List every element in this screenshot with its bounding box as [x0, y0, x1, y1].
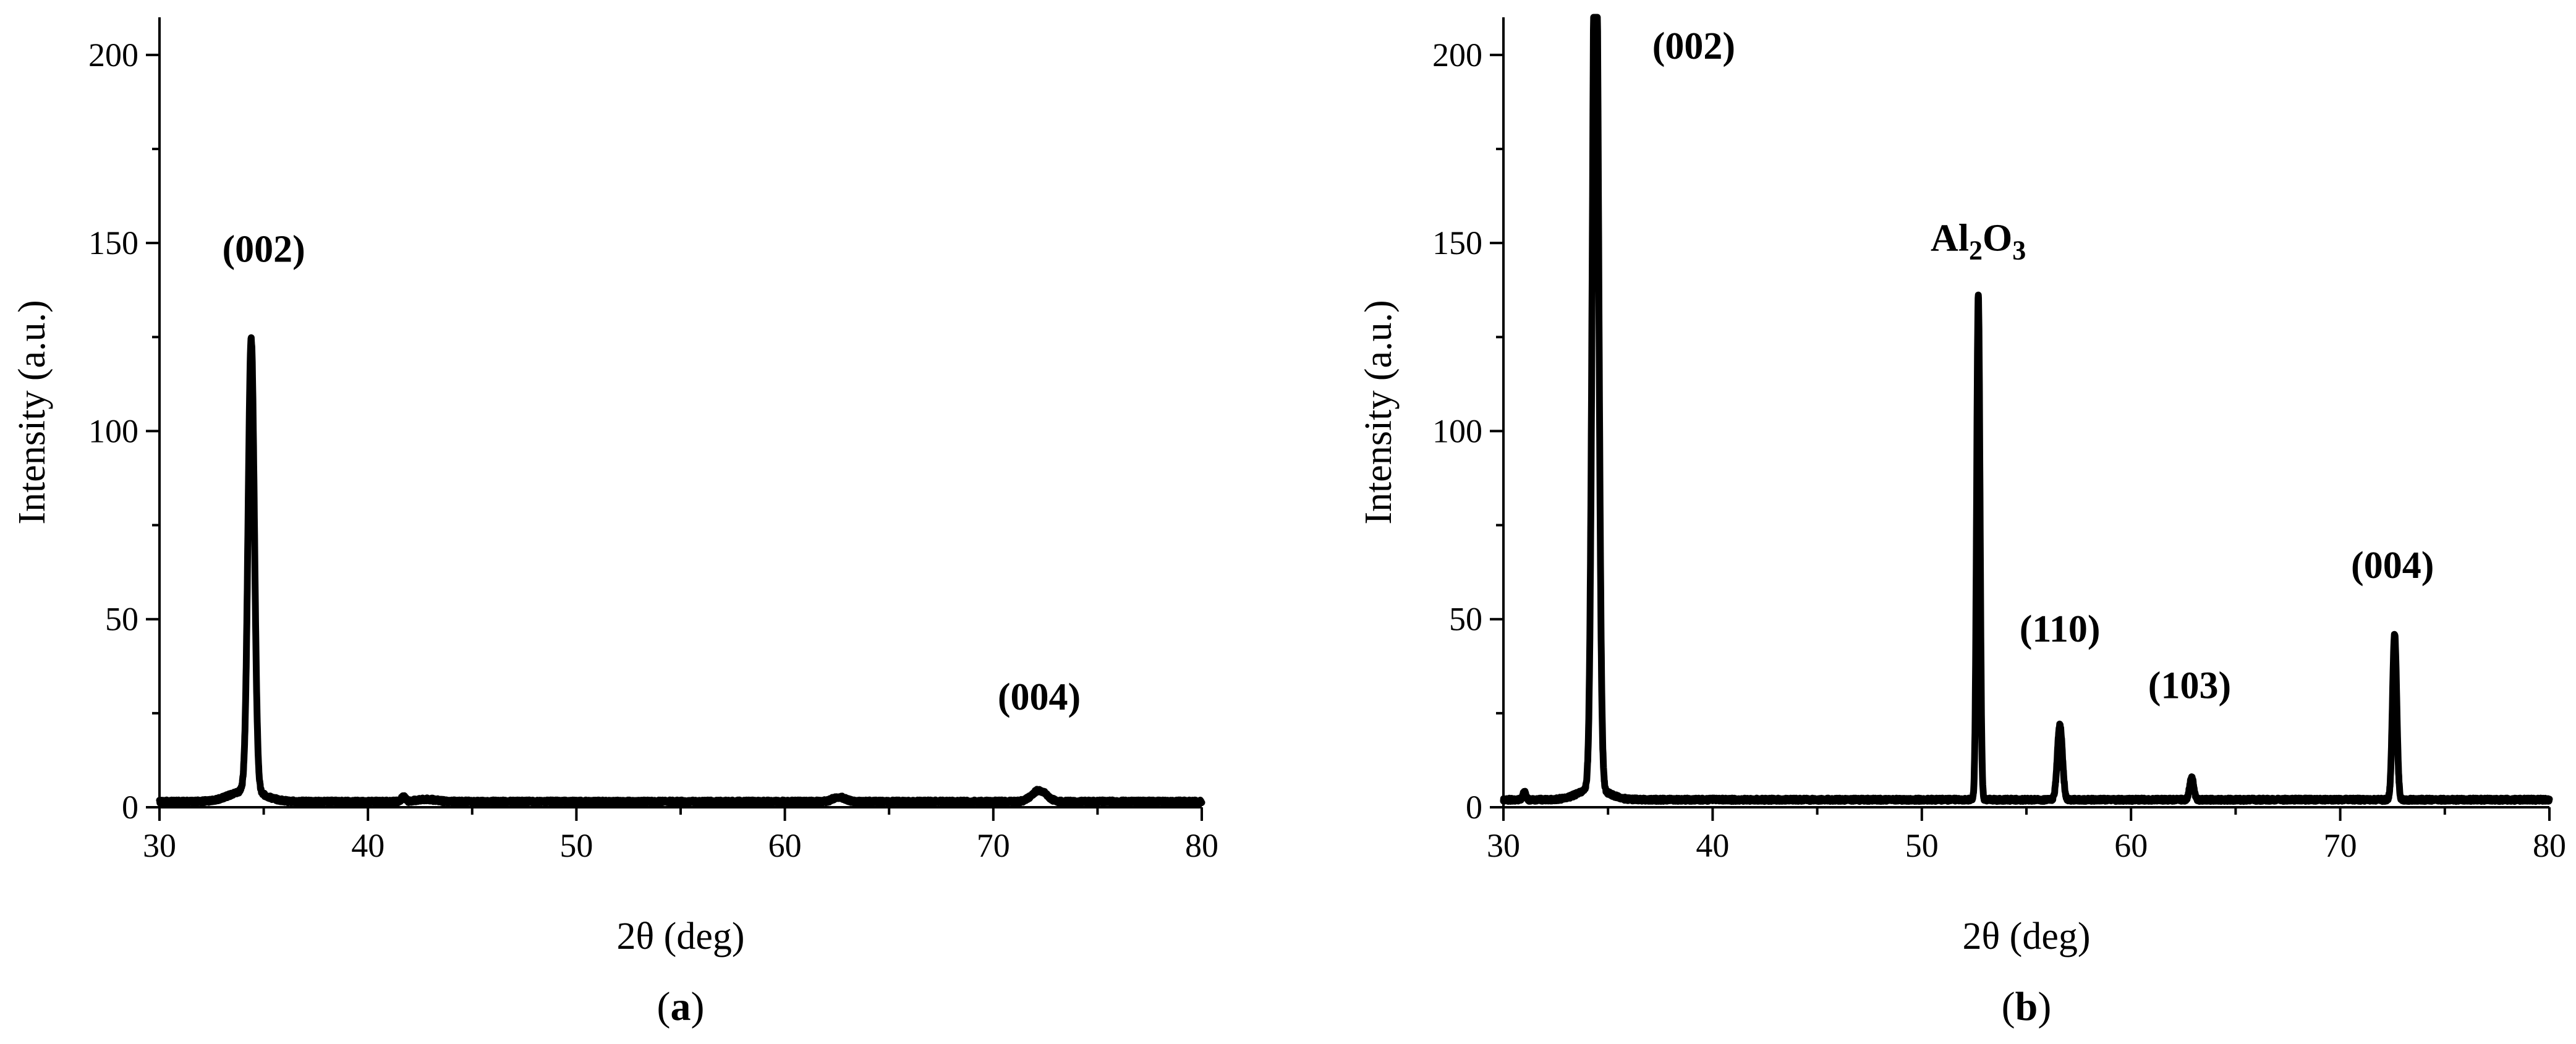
peak-annotation: (002) [1652, 25, 1735, 67]
panel-label-a-letter: a [671, 984, 691, 1029]
chart-panel-b: 30 40 50 60 70 80 0 50 100 150 200 (002) (110) (103… [1358, 14, 2566, 1029]
y-tick-label: 150 [1432, 224, 1482, 261]
peak-annotation: (110) [2020, 608, 2101, 650]
x-tick-label: 40 [1696, 827, 1729, 864]
x-axis-title-a: 2θ (deg) [616, 915, 744, 957]
y-tick-label: 200 [1432, 36, 1482, 74]
al2o3-label-sub2: 3 [2012, 235, 2026, 265]
y-tick-label: 50 [105, 601, 138, 638]
y-tick-label: 200 [88, 36, 138, 74]
y-ticks-b: 0 50 100 150 200 [1432, 36, 1503, 826]
annotations-a: (002) (004) [222, 229, 1081, 718]
al2o3-label: Al2O3 [1931, 217, 2026, 265]
y-tick-label: 100 [88, 412, 138, 449]
y-tick-label: 100 [1432, 412, 1482, 449]
peak-annotation: (004) [998, 676, 1081, 718]
annotations-b: (002) (110) (103) (004) [1652, 25, 2434, 707]
x-tick-label: 50 [1905, 827, 1939, 864]
x-ticks-b: 30 40 50 60 70 80 [1487, 807, 2566, 864]
x-tick-label: 70 [977, 827, 1010, 864]
x-tick-label: 80 [2533, 827, 2566, 864]
x-ticks-a: 30 40 50 60 70 80 [143, 807, 1218, 864]
x-tick-label: 50 [559, 827, 593, 864]
peak-annotation: (103) [2148, 665, 2231, 707]
x-tick-label: 40 [351, 827, 385, 864]
panel-label-a-close: ) [691, 984, 705, 1029]
chart-panel-a: 30 40 50 60 70 80 0 50 100 150 200 (002) (004) 2θ … [11, 17, 1218, 1029]
al2o3-label-sub1: 2 [1969, 235, 1983, 265]
y-tick-label: 0 [1466, 789, 1482, 826]
panel-label-b-open: ( [2002, 984, 2015, 1029]
panel-label-b: (b) [2002, 984, 2052, 1029]
x-tick-label: 30 [143, 827, 176, 864]
panel-label-a: (a) [657, 984, 705, 1029]
series-line-a [156, 334, 1205, 807]
x-tick-label: 60 [768, 827, 802, 864]
x-tick-label: 80 [1185, 827, 1218, 864]
peak-annotation: (004) [2351, 545, 2434, 587]
series-line-b [1500, 14, 2553, 805]
y-tick-label: 0 [122, 789, 138, 826]
y-ticks-a: 0 50 100 150 200 [88, 36, 159, 826]
al2o3-label-o: O [1983, 217, 2012, 259]
x-tick-label: 60 [2114, 827, 2148, 864]
x-axis-title-b: 2θ (deg) [1962, 915, 2090, 957]
panel-label-a-open: ( [657, 984, 671, 1029]
x-tick-label: 30 [1487, 827, 1520, 864]
y-tick-label: 150 [88, 224, 138, 261]
peak-annotation: (002) [222, 229, 305, 271]
panel-label-b-close: ) [2038, 984, 2051, 1029]
al2o3-label-al: Al [1931, 217, 1969, 259]
y-tick-label: 50 [1449, 601, 1482, 638]
x-tick-label: 70 [2324, 827, 2357, 864]
panel-label-b-letter: b [2015, 984, 2038, 1029]
y-axis-title-b: Intensity (a.u.) [1358, 300, 1400, 524]
y-axis-title-a: Intensity (a.u.) [11, 300, 53, 524]
